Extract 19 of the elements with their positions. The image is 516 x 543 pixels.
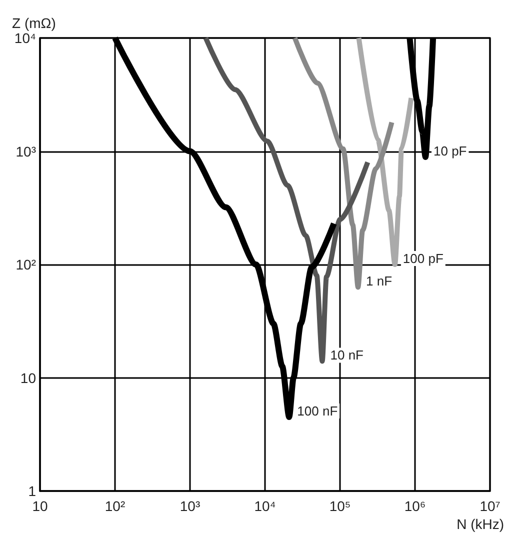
x-tick-label: 10⁶ (404, 498, 426, 514)
y-tick-label: 10 (20, 370, 36, 386)
series-label: 10 nF (330, 348, 364, 363)
x-tick-label: 10⁵ (329, 498, 351, 514)
series-label: 100 nF (297, 404, 338, 419)
y-axis-title: Z (mΩ) (12, 15, 56, 31)
series-label: 10 pF (433, 143, 467, 158)
x-tick-label: 10⁷ (480, 498, 500, 514)
series-label: 1 nF (366, 274, 392, 289)
x-tick-label: 10² (104, 498, 126, 514)
y-tick-label: 1 (28, 483, 36, 499)
x-axis-title: N (kHz) (456, 516, 504, 532)
x-tick-label: 10³ (180, 498, 200, 514)
y-tick-label: 10⁴ (14, 30, 36, 46)
x-tick-label: 10⁴ (254, 498, 276, 514)
y-tick-label: 10² (16, 256, 36, 272)
y-tick-label: 10³ (16, 143, 36, 160)
series-label: 100 pF (402, 251, 444, 266)
x-tick-label: 10 (32, 498, 48, 514)
